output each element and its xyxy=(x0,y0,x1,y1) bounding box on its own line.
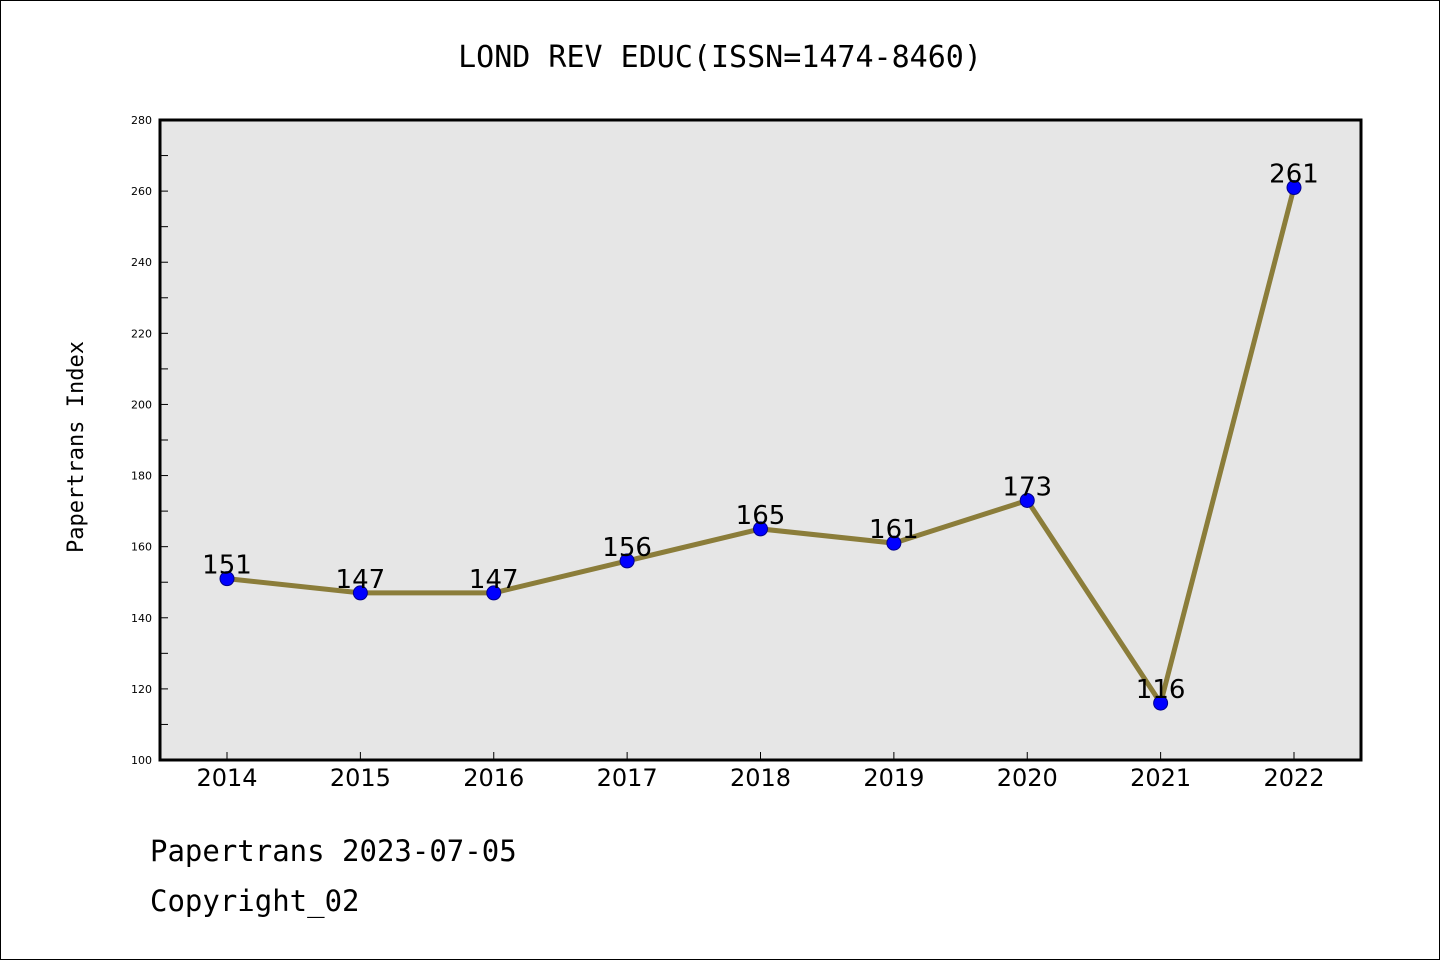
plot-area xyxy=(160,120,1361,760)
y-tick-label: 140 xyxy=(131,612,152,625)
data-label: 147 xyxy=(469,565,519,595)
data-label: 116 xyxy=(1136,675,1186,705)
data-label: 261 xyxy=(1269,160,1319,190)
y-tick-label: 160 xyxy=(131,541,152,554)
x-tick-label: 2021 xyxy=(1130,764,1191,792)
y-tick-label: 280 xyxy=(131,114,152,127)
data-point xyxy=(486,585,502,601)
x-tick-label: 2016 xyxy=(463,764,524,792)
data-point xyxy=(619,553,635,569)
data-point xyxy=(1153,695,1169,711)
y-tick-label: 120 xyxy=(131,683,152,696)
y-tick-label: 100 xyxy=(131,754,152,767)
x-tick-label: 2019 xyxy=(863,764,924,792)
data-labels: 151 147 147 156 165 161 173 116 261 xyxy=(202,160,1319,706)
y-tick-label: 200 xyxy=(131,398,152,411)
footer-copyright: Copyright_02 xyxy=(150,884,360,918)
x-tick-label: 2017 xyxy=(597,764,658,792)
data-point xyxy=(886,535,902,551)
data-label: 156 xyxy=(602,533,652,563)
x-tick-label: 2015 xyxy=(330,764,391,792)
y-tick-label: 180 xyxy=(131,470,152,483)
y-tick-label: 220 xyxy=(131,327,152,340)
data-label: 165 xyxy=(736,501,786,531)
data-point xyxy=(352,585,368,601)
data-label: 173 xyxy=(1002,472,1052,502)
data-point xyxy=(753,521,768,537)
x-tick-label: 2014 xyxy=(196,764,257,792)
x-tick-label: 2022 xyxy=(1263,764,1324,792)
footer-date: Papertrans 2023-07-05 xyxy=(150,834,517,868)
data-label: 161 xyxy=(869,515,919,545)
x-axis-ticks: 2014 2015 2016 2017 2018 2019 2020 2021 2022 xyxy=(196,752,1325,792)
x-tick-label: 2018 xyxy=(730,764,791,792)
plot-border xyxy=(158,118,1363,762)
y-tick-label: 240 xyxy=(131,256,152,269)
data-point xyxy=(1019,492,1035,508)
data-point xyxy=(1286,180,1302,196)
data-markers xyxy=(219,180,1302,711)
data-point xyxy=(219,571,235,587)
data-label: 151 xyxy=(202,551,252,581)
data-label: 147 xyxy=(336,565,386,595)
y-tick-label: 260 xyxy=(131,185,152,198)
x-tick-label: 2020 xyxy=(997,764,1058,792)
chart-title: LOND REV EDUC(ISSN=1474-8460) xyxy=(458,40,982,75)
y-axis-label: Papertrans Index xyxy=(64,341,89,553)
